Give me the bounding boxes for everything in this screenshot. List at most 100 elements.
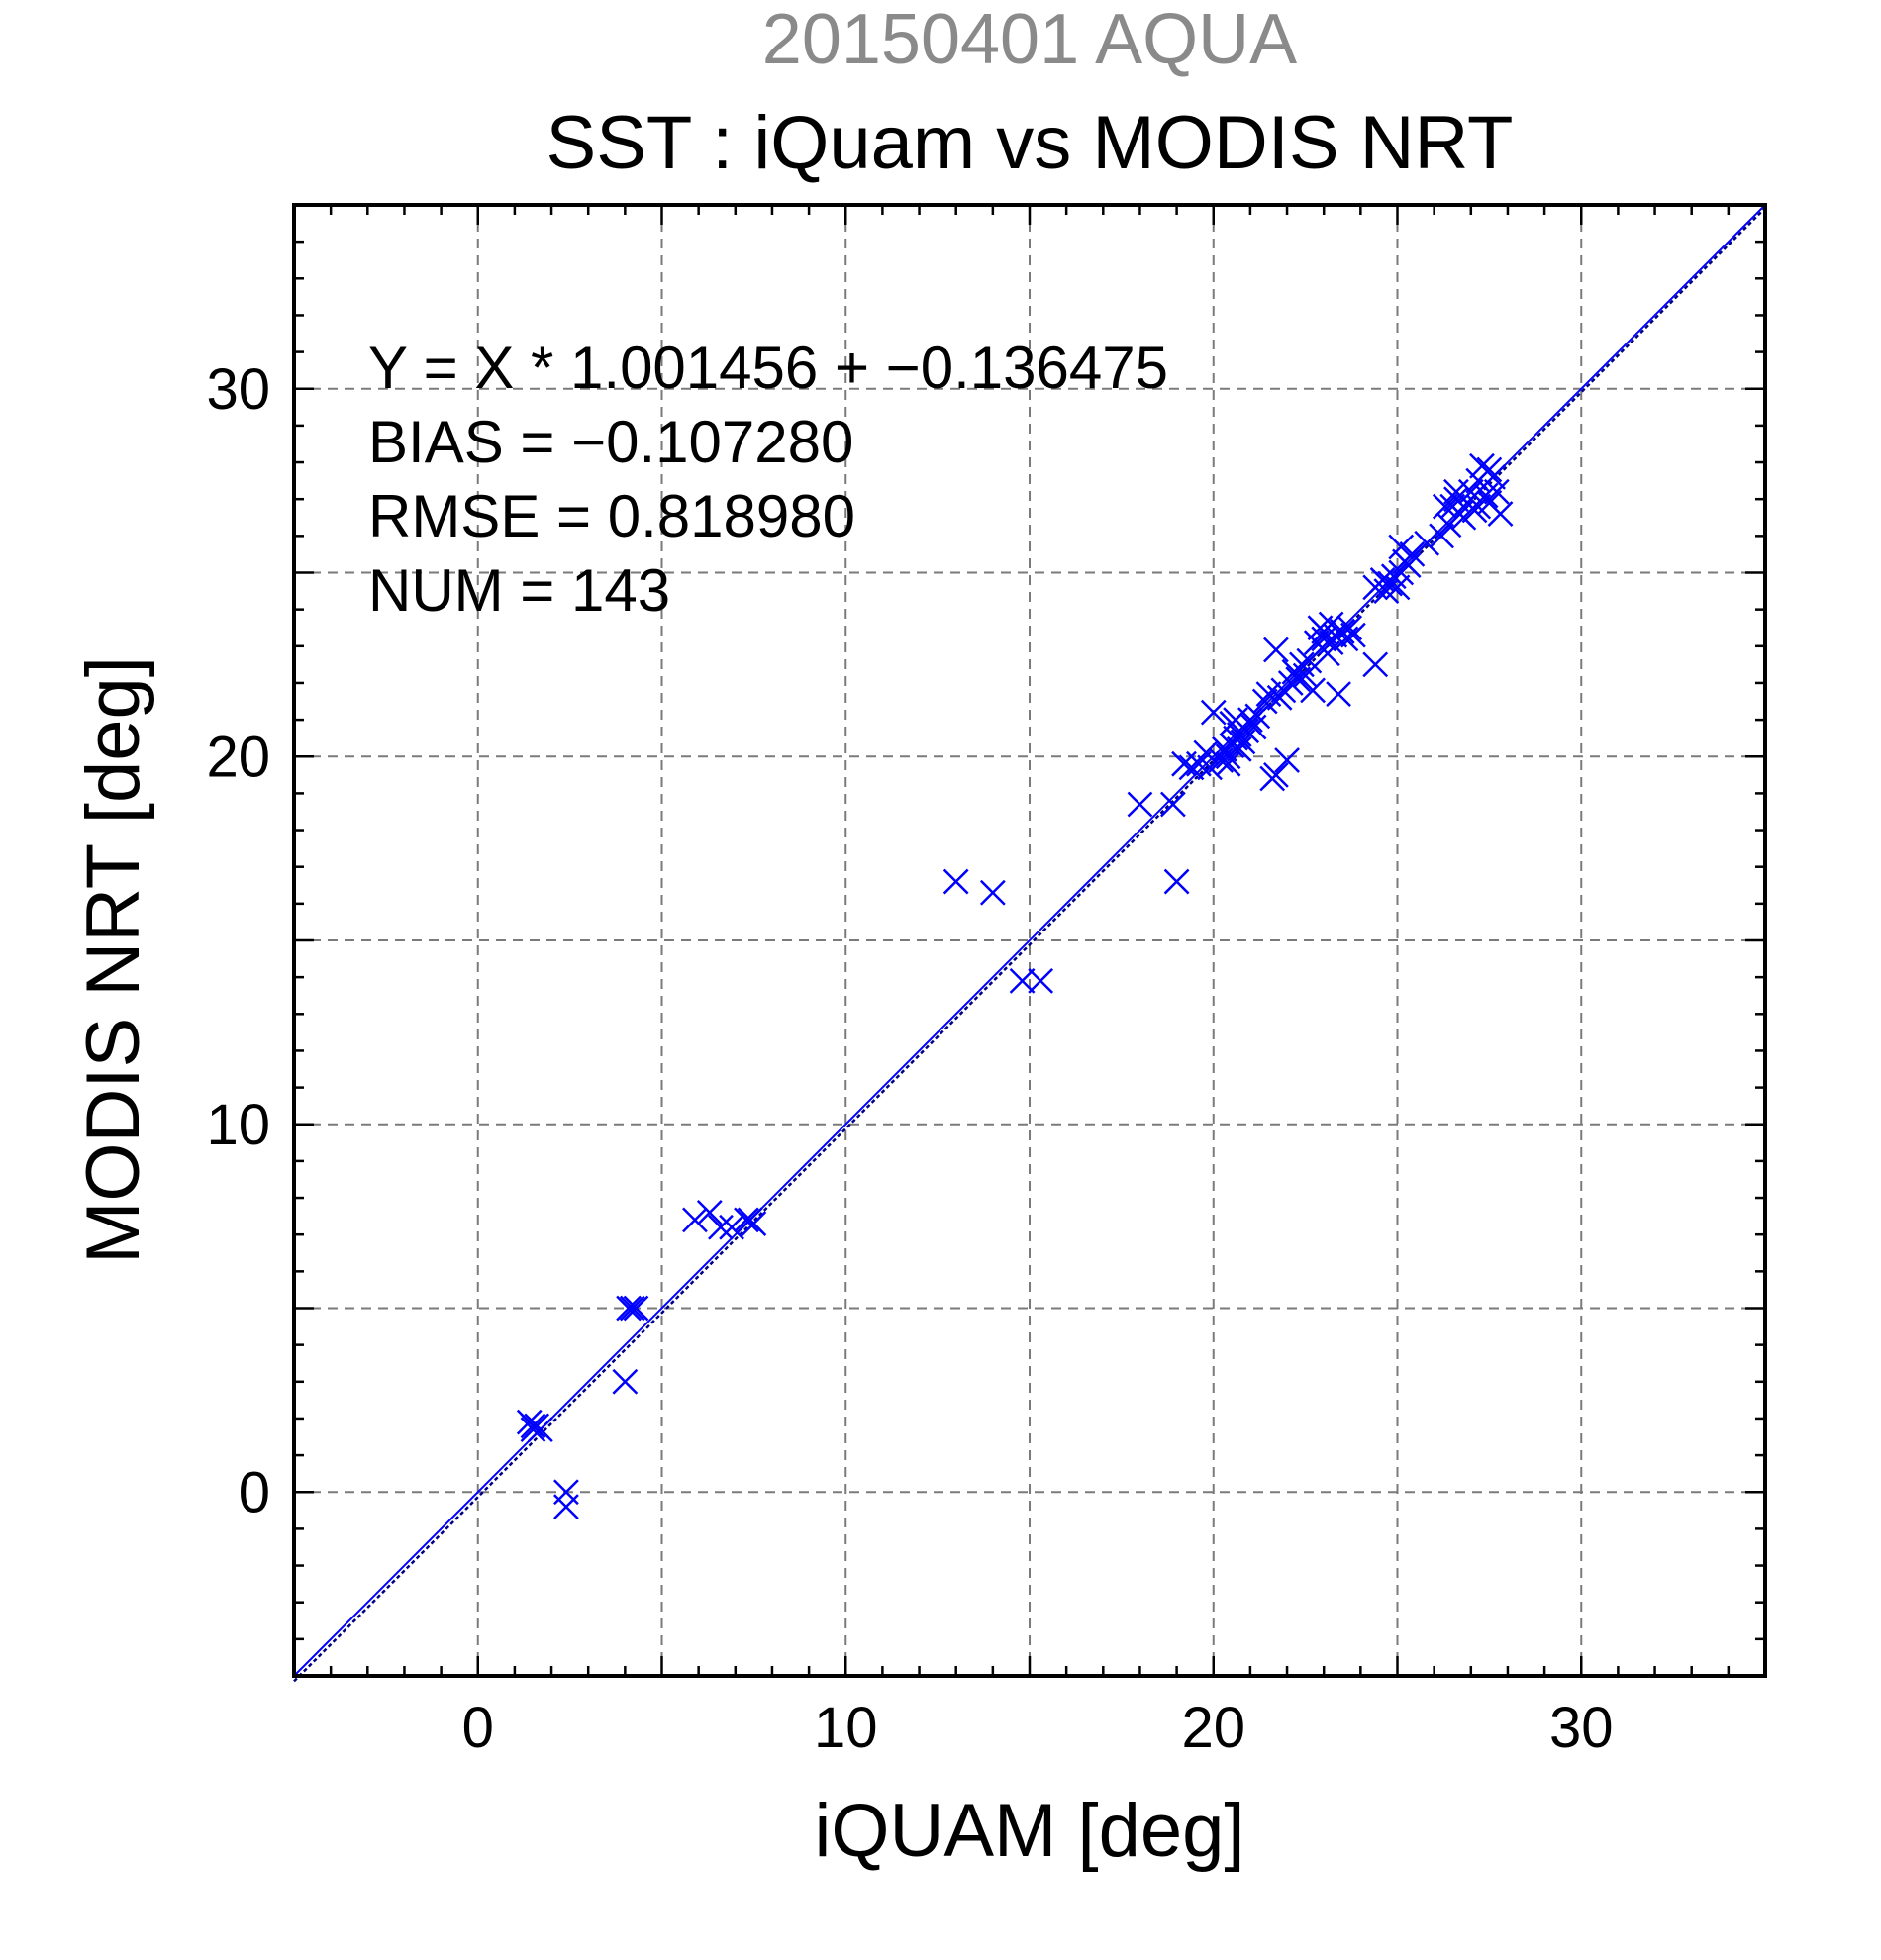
- chart-subtitle: SST : iQuam vs MODIS NRT: [546, 101, 1514, 185]
- data-point: [1127, 791, 1153, 818]
- data-point-stroke: [1186, 750, 1212, 777]
- data-point-stroke: [520, 1417, 546, 1442]
- data-point: [1274, 747, 1300, 773]
- data-point: [553, 1479, 579, 1506]
- plot-frame: [292, 203, 1767, 1678]
- data-point: [1483, 478, 1510, 505]
- data-point: [528, 1417, 553, 1442]
- data-point-stroke: [737, 1207, 763, 1233]
- data-point: [1465, 493, 1492, 520]
- data-point-stroke: [619, 1295, 645, 1322]
- data-point-stroke: [1465, 493, 1492, 520]
- data-point-stroke: [1160, 791, 1186, 818]
- data-point: [1244, 703, 1271, 730]
- data-point-stroke: [1009, 967, 1036, 994]
- data-point: [682, 1207, 708, 1233]
- data-point: [1251, 688, 1278, 715]
- data-point: [1414, 530, 1440, 556]
- data-point-stroke: [1388, 534, 1415, 560]
- data-point-stroke: [1238, 707, 1263, 733]
- data-point-stroke: [1028, 967, 1054, 994]
- data-point: [1200, 699, 1227, 726]
- data-point-stroke: [1300, 677, 1326, 704]
- data-point: [1388, 534, 1415, 560]
- data-point-stroke: [528, 1417, 553, 1442]
- data-point-stroke: [1399, 541, 1426, 567]
- data-point: [1160, 791, 1186, 818]
- data-point: [1432, 493, 1458, 520]
- data-point: [979, 879, 1006, 906]
- data-point-stroke: [1193, 739, 1220, 766]
- data-point: [1429, 523, 1454, 549]
- data-point-stroke: [1429, 523, 1454, 549]
- stats-annotations: Y = X * 1.001456 + −0.136475 BIAS = −0.1…: [368, 335, 1168, 624]
- data-point-stroke: [1292, 662, 1319, 689]
- data-point-stroke: [623, 1295, 649, 1322]
- data-point-stroke: [1380, 563, 1407, 590]
- data-point-stroke: [1263, 637, 1289, 663]
- y-tick-label: 0: [239, 1460, 270, 1524]
- data-point-stroke: [719, 1214, 744, 1240]
- data-point: [1336, 615, 1363, 641]
- data-point-stroke: [520, 1413, 546, 1439]
- bias-text: BIAS = −0.107280: [368, 409, 853, 475]
- data-point-stroke: [1362, 651, 1389, 678]
- data-point-stroke: [1483, 478, 1510, 505]
- data-point: [1292, 662, 1319, 689]
- data-point: [1300, 677, 1326, 704]
- data-point-stroke: [979, 879, 1006, 906]
- data-point: [1450, 504, 1477, 531]
- data-point-stroke: [1432, 493, 1458, 520]
- data-point-stroke: [1336, 615, 1363, 641]
- data-point-stroke: [1487, 501, 1514, 527]
- data-point-stroke: [1197, 754, 1223, 781]
- data-point-stroke: [1443, 486, 1469, 513]
- y-tick-label: 20: [206, 725, 270, 789]
- num-text: NUM = 143: [368, 557, 670, 624]
- data-point: [1009, 967, 1036, 994]
- rmse-text: RMSE = 0.818980: [368, 483, 855, 549]
- x-axis-label: iQUAM [deg]: [814, 1789, 1244, 1873]
- data-point: [520, 1417, 546, 1442]
- data-point-stroke: [1296, 647, 1323, 674]
- data-point-stroke: [1255, 681, 1282, 707]
- data-point: [553, 1494, 579, 1519]
- data-point-stroke: [1127, 791, 1153, 818]
- data-point: [1443, 478, 1469, 505]
- data-point: [1296, 647, 1323, 674]
- chart-title: 20150401 AQUA: [762, 0, 1297, 79]
- data-point-stroke: [1450, 504, 1477, 531]
- data-point: [708, 1214, 734, 1240]
- y-tick-label: 10: [206, 1093, 270, 1157]
- data-point: [1263, 761, 1289, 788]
- x-tick-label: 10: [814, 1696, 878, 1760]
- data-point: [1340, 622, 1366, 648]
- y-axis-label: MODIS NRT [deg]: [71, 656, 155, 1264]
- data-point-stroke: [616, 1295, 642, 1322]
- data-point-stroke: [1480, 464, 1506, 490]
- data-point-stroke: [682, 1207, 708, 1233]
- data-point: [1362, 651, 1389, 678]
- data-point: [1480, 464, 1506, 490]
- data-point-stroke: [1263, 761, 1289, 788]
- data-point-stroke: [1443, 478, 1469, 505]
- data-point: [1476, 456, 1503, 483]
- x-tick-label: 0: [462, 1696, 494, 1760]
- data-point: [1285, 666, 1312, 693]
- data-point: [1399, 541, 1426, 567]
- data-point: [1028, 967, 1054, 994]
- data-point-stroke: [1318, 630, 1344, 655]
- data-point-stroke: [696, 1200, 723, 1225]
- data-point-stroke: [1326, 681, 1351, 707]
- tick-labels: 0 10 20 30 0 10 20 30: [206, 357, 1613, 1760]
- data-point-stroke: [1340, 622, 1366, 648]
- data-point: [1263, 637, 1289, 663]
- data-point: [719, 1214, 744, 1240]
- data-point-stroke: [1226, 735, 1252, 762]
- data-point: [1171, 750, 1197, 777]
- data-point-stroke: [1274, 747, 1300, 773]
- data-point-stroke: [1476, 456, 1503, 483]
- y-tick-label: 30: [206, 357, 270, 422]
- data-point-stroke: [734, 1207, 759, 1233]
